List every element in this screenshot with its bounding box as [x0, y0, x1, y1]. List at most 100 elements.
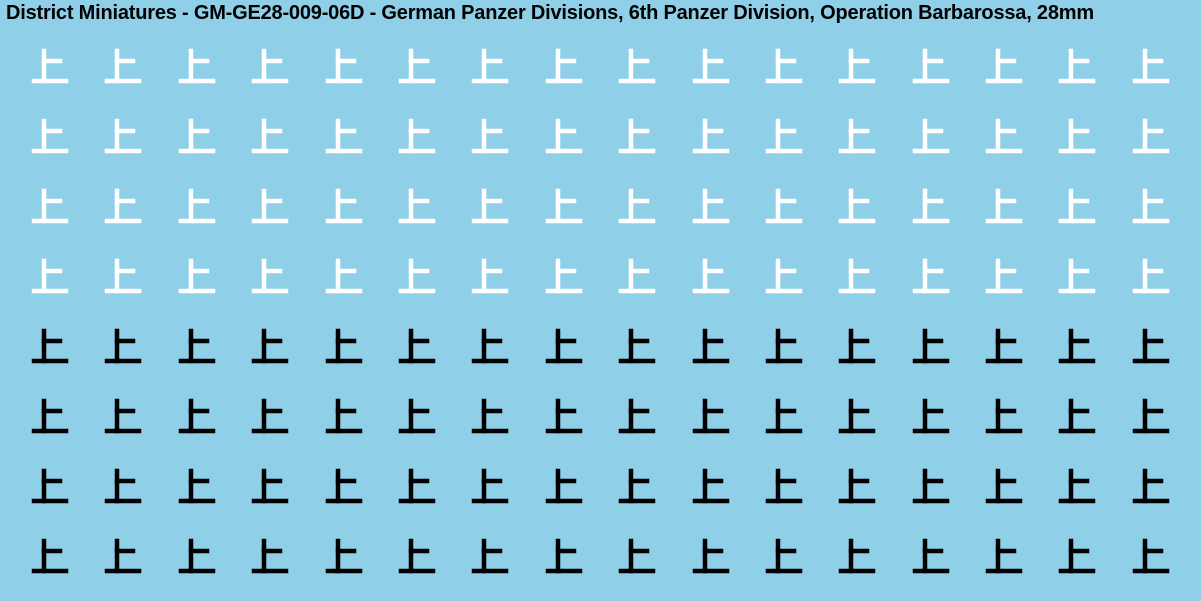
division-insignia-icon: [30, 327, 70, 367]
division-insignia-icon: [397, 327, 437, 367]
division-insignia-icon: [324, 327, 364, 367]
division-insignia-icon: [691, 257, 731, 297]
decal-row: [0, 382, 1201, 452]
division-insignia-icon: [911, 187, 951, 227]
division-insignia-icon: [984, 47, 1024, 87]
division-insignia-icon: [984, 187, 1024, 227]
division-insignia-icon: [397, 117, 437, 157]
division-insignia-icon: [250, 467, 290, 507]
division-insignia-icon: [617, 537, 657, 577]
division-insignia-icon: [324, 47, 364, 87]
division-insignia-icon: [250, 537, 290, 577]
division-insignia-icon: [1131, 257, 1171, 297]
decal-grid: [0, 32, 1201, 592]
division-insignia-icon: [470, 187, 510, 227]
division-insignia-icon: [250, 187, 290, 227]
division-insignia-icon: [617, 47, 657, 87]
division-insignia-icon: [691, 47, 731, 87]
division-insignia-icon: [837, 537, 877, 577]
decal-row: [0, 172, 1201, 242]
division-insignia-icon: [103, 257, 143, 297]
division-insignia-icon: [617, 397, 657, 437]
division-insignia-icon: [250, 327, 290, 367]
division-insignia-icon: [324, 117, 364, 157]
division-insignia-icon: [103, 187, 143, 227]
division-insignia-icon: [397, 467, 437, 507]
division-insignia-icon: [103, 467, 143, 507]
division-insignia-icon: [837, 397, 877, 437]
division-insignia-icon: [30, 467, 70, 507]
division-insignia-icon: [617, 257, 657, 297]
division-insignia-icon: [470, 47, 510, 87]
division-insignia-icon: [691, 327, 731, 367]
division-insignia-icon: [177, 47, 217, 87]
division-insignia-icon: [177, 257, 217, 297]
division-insignia-icon: [1131, 47, 1171, 87]
division-insignia-icon: [250, 47, 290, 87]
division-insignia-icon: [1057, 257, 1097, 297]
division-insignia-icon: [1057, 187, 1097, 227]
division-insignia-icon: [1131, 117, 1171, 157]
division-insignia-icon: [103, 47, 143, 87]
division-insignia-icon: [30, 537, 70, 577]
division-insignia-icon: [984, 467, 1024, 507]
division-insignia-icon: [544, 537, 584, 577]
division-insignia-icon: [764, 537, 804, 577]
division-insignia-icon: [1057, 117, 1097, 157]
division-insignia-icon: [617, 117, 657, 157]
division-insignia-icon: [691, 117, 731, 157]
division-insignia-icon: [544, 327, 584, 367]
division-insignia-icon: [1131, 397, 1171, 437]
division-insignia-icon: [837, 257, 877, 297]
division-insignia-icon: [250, 257, 290, 297]
division-insignia-icon: [30, 47, 70, 87]
division-insignia-icon: [764, 257, 804, 297]
division-insignia-icon: [911, 467, 951, 507]
division-insignia-icon: [250, 117, 290, 157]
division-insignia-icon: [1057, 467, 1097, 507]
division-insignia-icon: [103, 537, 143, 577]
division-insignia-icon: [984, 117, 1024, 157]
division-insignia-icon: [837, 187, 877, 227]
decal-row: [0, 32, 1201, 102]
division-insignia-icon: [984, 537, 1024, 577]
division-insignia-icon: [911, 327, 951, 367]
division-insignia-icon: [470, 467, 510, 507]
division-insignia-icon: [544, 467, 584, 507]
division-insignia-icon: [397, 47, 437, 87]
division-insignia-icon: [177, 467, 217, 507]
division-insignia-icon: [764, 187, 804, 227]
division-insignia-icon: [544, 397, 584, 437]
division-insignia-icon: [177, 117, 217, 157]
division-insignia-icon: [764, 327, 804, 367]
division-insignia-icon: [470, 537, 510, 577]
division-insignia-icon: [1131, 187, 1171, 227]
division-insignia-icon: [1057, 537, 1097, 577]
division-insignia-icon: [30, 187, 70, 227]
division-insignia-icon: [1131, 467, 1171, 507]
decal-row: [0, 452, 1201, 522]
division-insignia-icon: [103, 327, 143, 367]
division-insignia-icon: [837, 327, 877, 367]
division-insignia-icon: [1057, 397, 1097, 437]
decal-row: [0, 242, 1201, 312]
division-insignia-icon: [984, 257, 1024, 297]
division-insignia-icon: [911, 47, 951, 87]
division-insignia-icon: [911, 117, 951, 157]
decal-row: [0, 102, 1201, 172]
division-insignia-icon: [617, 467, 657, 507]
decal-row: [0, 312, 1201, 382]
division-insignia-icon: [617, 327, 657, 367]
division-insignia-icon: [1131, 537, 1171, 577]
division-insignia-icon: [397, 397, 437, 437]
decal-sheet: District Miniatures - GM-GE28-009-06D - …: [0, 0, 1201, 601]
division-insignia-icon: [984, 397, 1024, 437]
division-insignia-icon: [324, 187, 364, 227]
division-insignia-icon: [470, 397, 510, 437]
division-insignia-icon: [837, 117, 877, 157]
division-insignia-icon: [177, 187, 217, 227]
division-insignia-icon: [764, 397, 804, 437]
division-insignia-icon: [691, 537, 731, 577]
division-insignia-icon: [984, 327, 1024, 367]
division-insignia-icon: [397, 537, 437, 577]
